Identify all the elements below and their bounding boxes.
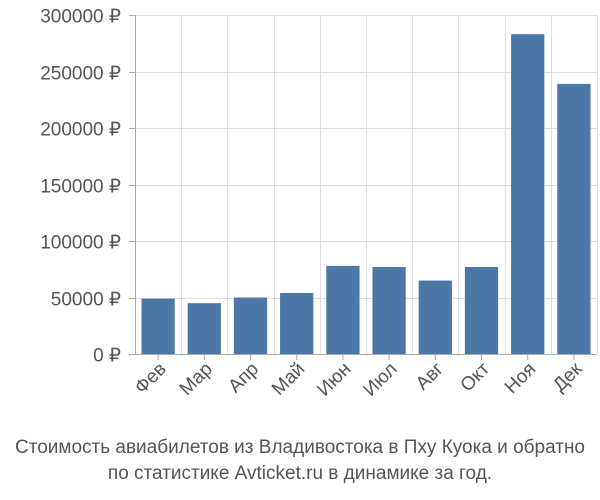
x-tick-label: Апр xyxy=(224,359,263,398)
bar-10 xyxy=(557,83,591,355)
bar-9 xyxy=(511,34,545,355)
bar-3 xyxy=(233,297,268,354)
y-tick-label: 200000 ₽ xyxy=(40,120,121,141)
y-tick-label: 150000 ₽ xyxy=(40,177,121,198)
y-tick-label: 300000 ₽ xyxy=(40,7,121,28)
y-tick-label: 100000 ₽ xyxy=(40,233,121,254)
x-tick-label: Июл xyxy=(360,359,402,401)
grid-lines xyxy=(135,15,598,355)
y-tick-label: 50000 ₽ xyxy=(51,290,121,311)
x-tick-label: Ноя xyxy=(501,359,540,398)
x-tick-label: Окт xyxy=(457,358,495,396)
x-tick-label: Дек xyxy=(549,358,587,396)
bar-8 xyxy=(464,266,499,354)
bar-2 xyxy=(187,303,221,354)
x-tick-label: Фев xyxy=(131,359,171,399)
x-tick-labels: Фев Мар Апр Май Июн Июл Авг Окт Ноя Дек xyxy=(131,358,587,401)
y-tick-labels: 0 ₽ 50000 ₽ 100000 ₽ 150000 ₽ 200000 ₽ 250000… xyxy=(40,7,121,367)
x-tick-label: Авг xyxy=(412,359,448,395)
y-tick-label: 250000 ₽ xyxy=(40,64,121,85)
bar-6 xyxy=(372,266,406,354)
chart-caption-line-2: по статистике Avticket.ru в динамике за … xyxy=(107,463,493,484)
chart-caption-line-1: Стоимость авиабилетов из Владивостока в … xyxy=(15,437,585,458)
bars xyxy=(141,34,591,355)
x-tick-label: Май xyxy=(268,359,309,400)
bar-5 xyxy=(326,265,360,354)
bar-7 xyxy=(418,280,452,354)
y-tick-label: 0 ₽ xyxy=(93,346,121,367)
x-tick-label: Мар xyxy=(176,359,217,400)
x-tick-label: Июн xyxy=(313,359,355,401)
bar-4 xyxy=(280,292,314,354)
axes xyxy=(129,15,597,360)
price-bar-chart: 0 ₽ 50000 ₽ 100000 ₽ 150000 ₽ 200000 ₽ 250000… xyxy=(40,7,598,401)
bar-1 xyxy=(141,298,175,354)
